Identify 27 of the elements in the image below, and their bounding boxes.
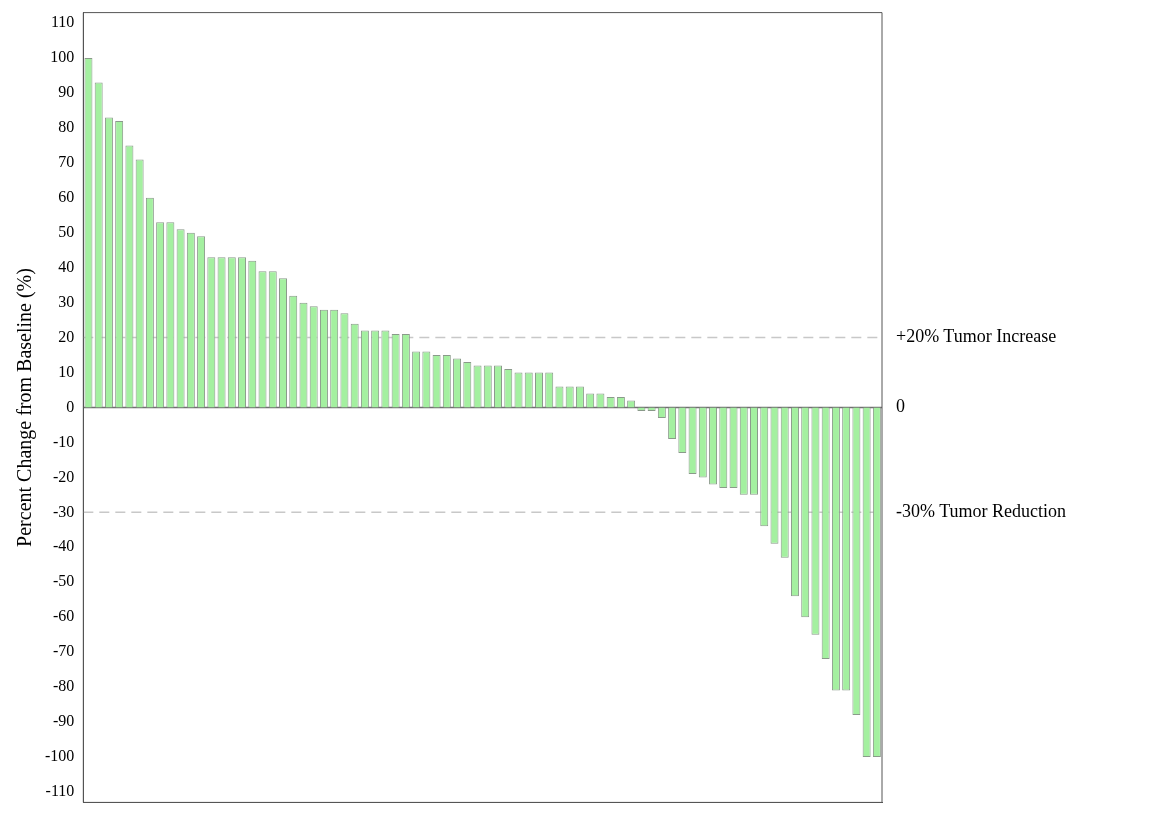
ref-line-label: -30% Tumor Reduction [896, 501, 1067, 522]
y-tick-label: -90 [53, 712, 75, 730]
y-tick-label: -40 [53, 537, 75, 555]
y-tick-label: -80 [53, 677, 75, 695]
y-tick-label: -30 [53, 502, 75, 520]
y-tick-label: -110 [45, 782, 75, 800]
y-tick-label: 100 [50, 48, 75, 66]
y-tick-label: -70 [53, 642, 75, 660]
y-tick-label: 0 [66, 397, 75, 415]
y-axis-title: Percent Change from Baseline (%) [13, 268, 37, 547]
y-tick-label: 30 [58, 292, 75, 310]
y-tick-label: -50 [53, 572, 75, 590]
y-tick-label: 60 [58, 188, 75, 206]
y-tick-label: 110 [50, 13, 75, 31]
y-tick-label: 50 [58, 222, 75, 240]
y-tick-label: 40 [58, 257, 75, 275]
ref-line-label: 0 [896, 396, 905, 417]
y-tick-label: 10 [58, 362, 75, 380]
ref-line-label: +20% Tumor Increase [896, 326, 1057, 347]
y-tick-label: -60 [53, 607, 75, 625]
y-tick-label: 70 [58, 153, 75, 171]
y-tick-label: -100 [45, 747, 75, 765]
y-tick-label: 20 [58, 327, 75, 345]
y-tick-label: -20 [53, 467, 75, 485]
y-tick-label: 90 [58, 83, 75, 101]
y-tick-label: -10 [53, 432, 75, 450]
y-tick-label: 80 [58, 118, 75, 136]
